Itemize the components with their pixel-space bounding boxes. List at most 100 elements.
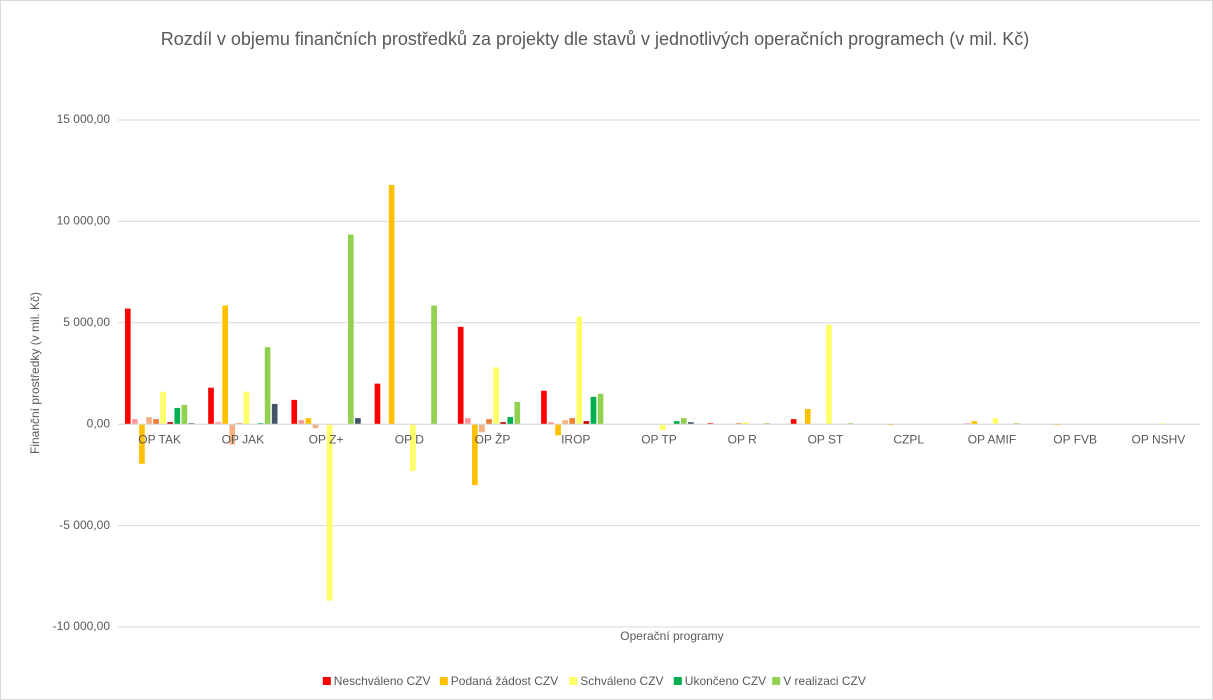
- bar: [493, 367, 499, 425]
- bar: [992, 418, 999, 425]
- legend-label: Neschváleno CZV: [334, 674, 431, 688]
- legend-label: Podaná žádost CZV: [451, 674, 558, 688]
- bar: [188, 423, 195, 425]
- legend-swatch: [322, 677, 331, 685]
- bar: [271, 403, 278, 425]
- bar: [472, 424, 478, 486]
- bar: [804, 408, 811, 425]
- bar: [590, 396, 597, 425]
- x-tick-label: OP D: [395, 432, 424, 446]
- legend-label: V realizaci CZV: [783, 674, 866, 688]
- bar: [541, 390, 547, 425]
- bar: [291, 399, 298, 425]
- bar: [673, 421, 680, 425]
- y-tick-label: 10 000,00: [57, 214, 111, 228]
- bar: [1159, 423, 1165, 425]
- bar: [764, 423, 770, 425]
- bar: [215, 422, 221, 425]
- bar: [597, 393, 604, 425]
- bar: [236, 423, 243, 425]
- bar: [514, 401, 521, 425]
- legend-swatch: [772, 677, 781, 685]
- bar: [562, 420, 568, 425]
- x-tick-label: OP AMIF: [968, 432, 1016, 446]
- bar: [735, 423, 742, 425]
- y-tick-label: 15 000,00: [57, 112, 111, 126]
- x-tick-label: CZPL: [893, 432, 924, 446]
- bar: [964, 423, 970, 425]
- bar: [355, 418, 361, 425]
- bar: [388, 184, 395, 425]
- bar: [659, 424, 666, 431]
- bar: [479, 424, 485, 433]
- bar: [160, 391, 166, 425]
- bar: [305, 418, 312, 425]
- bar: [500, 422, 506, 425]
- legend-swatch: [439, 677, 448, 685]
- bar: [146, 417, 152, 425]
- x-tick-label: OP TP: [641, 432, 677, 446]
- bar: [486, 419, 492, 425]
- y-tick-label: -5 000,00: [59, 518, 110, 532]
- legend-swatch: [673, 677, 682, 685]
- bar: [153, 419, 159, 425]
- chart-title: Rozdíl v objemu finančních prostředků za…: [160, 29, 1030, 49]
- y-axis-label: Finanční prostředky (v mil. Kč): [28, 292, 42, 454]
- bar: [174, 407, 181, 425]
- bar: [680, 418, 687, 425]
- bar: [569, 418, 576, 425]
- legend-label: Schváleno CZV: [580, 674, 663, 688]
- y-tick-label: 0,00: [87, 416, 111, 430]
- bar: [222, 305, 228, 425]
- bar: [264, 347, 271, 425]
- bar: [555, 424, 561, 436]
- bar: [431, 305, 437, 425]
- bar: [124, 308, 131, 425]
- bar: [132, 419, 138, 425]
- legend-label: Ukončeno CZV: [685, 674, 766, 688]
- x-tick-label: OP R: [728, 432, 757, 446]
- x-tick-label: OP NSHV: [1131, 432, 1185, 446]
- bar: [208, 387, 214, 425]
- bar: [326, 424, 333, 601]
- bar: [888, 424, 894, 426]
- bar: [688, 422, 694, 425]
- bar: [971, 421, 978, 425]
- bar: [457, 326, 464, 425]
- bar: [257, 423, 264, 425]
- bar: [1013, 423, 1020, 425]
- bar: [374, 383, 381, 425]
- x-tick-label: OP TAK: [138, 432, 181, 446]
- y-tick-label: 5 000,00: [63, 315, 110, 329]
- x-tick-label: IROP: [561, 432, 590, 446]
- x-tick-label: OP JAK: [222, 432, 264, 446]
- bar: [348, 234, 354, 425]
- bar: [790, 419, 797, 425]
- bar: [243, 391, 250, 425]
- legend-swatch: [569, 677, 578, 685]
- x-tick-label: OP FVB: [1053, 432, 1097, 446]
- bar: [167, 422, 174, 425]
- bar: [181, 404, 188, 425]
- bar: [464, 418, 471, 425]
- bar: [548, 422, 554, 425]
- bar: [410, 424, 416, 471]
- x-tick-label: OP ST: [808, 432, 844, 446]
- bar: [583, 421, 590, 425]
- x-axis-label: Operační programy: [620, 629, 723, 643]
- bar: [507, 417, 514, 425]
- bar: [298, 420, 305, 425]
- bar: [312, 424, 319, 429]
- bar: [742, 422, 749, 425]
- bar: [847, 423, 854, 425]
- bar: [139, 424, 145, 464]
- bar: [1054, 424, 1061, 426]
- bar: [576, 316, 583, 425]
- bar: [229, 424, 236, 445]
- bar: [707, 423, 714, 425]
- x-tick-label: OP Z+: [309, 432, 344, 446]
- y-tick-label: -10 000,00: [53, 619, 111, 633]
